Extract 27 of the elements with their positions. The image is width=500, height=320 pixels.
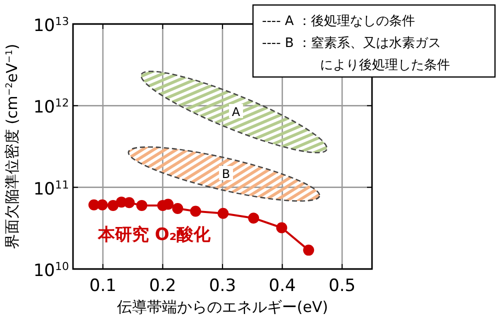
point (162, 198, 174, 210)
y-tick-label: 10$^{10}$ (33, 260, 69, 281)
annotation: A (232, 105, 241, 119)
point (96, 199, 108, 210)
point (124, 197, 135, 208)
annotation: ---- B ：窒素系、又は水素ガス (262, 35, 441, 51)
x-tick-label: 0.4 (268, 276, 296, 296)
x-tick-label: 0.5 (328, 276, 356, 296)
annotation: ---- A ：後処理なしの条件 (262, 14, 415, 29)
x-axis-title: 伝導帯端からのエネルギー(eV) (116, 298, 328, 316)
annotation: B (222, 167, 230, 181)
x-tick-label: 0.2 (149, 276, 176, 296)
point (172, 203, 184, 214)
annotation: により後処理した条件 (320, 58, 450, 73)
point (108, 200, 119, 211)
point (136, 200, 148, 211)
point (248, 212, 260, 224)
point (190, 206, 202, 217)
x-tick-label: 0.3 (208, 276, 236, 296)
point (303, 244, 314, 256)
point (218, 208, 229, 219)
series-label: 本研究 O₂酸化 (96, 225, 212, 246)
y-tick-label: 10$^{13}$ (33, 14, 69, 36)
x-tick-label: 0.1 (89, 276, 116, 296)
point (276, 222, 288, 234)
y-tick-label: 10$^{12}$ (33, 96, 69, 118)
y-tick-label: 10$^{11}$ (33, 178, 69, 200)
